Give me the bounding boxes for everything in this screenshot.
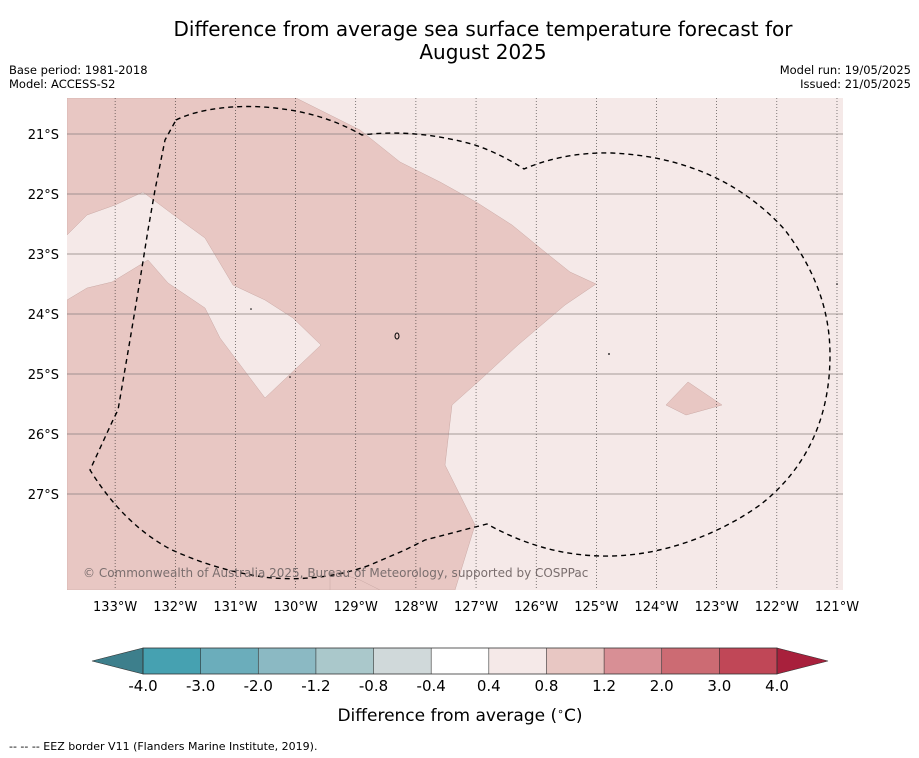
longitude-tick-label: 132°W [153, 600, 197, 615]
colorbar-segment [719, 648, 778, 674]
degree-symbol: ∘ [557, 705, 564, 718]
anomaly-region-east [665, 381, 723, 416]
latitude-tick-label: 27°S [28, 488, 59, 503]
colorbar-title: Difference from average (∘C) [337, 705, 582, 726]
colorbar-title-unit: C) [564, 706, 583, 726]
colorbar-tick-label: 0.8 [535, 677, 559, 695]
map-panel: © Commonwealth of Australia 2025, Bureau… [67, 98, 843, 590]
colorbar-segment [604, 648, 663, 674]
colorbar-tick-label: -0.8 [359, 677, 388, 695]
longitude-tick-label: 131°W [213, 600, 257, 615]
meta-right: Model run: 19/05/2025 Issued: 21/05/2025 [780, 63, 911, 91]
colorbar-segment [431, 648, 490, 674]
colorbar-segment [200, 648, 259, 674]
colorbar-tick-label: -0.4 [417, 677, 446, 695]
colorbar-segment [546, 648, 605, 674]
colorbar-segment [315, 648, 375, 674]
colorbar-segment [258, 648, 317, 674]
title-line-2: August 2025 [419, 40, 547, 64]
colorbar [91, 647, 829, 675]
latitude-tick-label: 24°S [28, 308, 59, 323]
latitude-tick-label: 25°S [28, 368, 59, 383]
longitude-tick-label: 133°W [93, 600, 137, 615]
model-run-text: Model run: 19/05/2025 [779, 63, 911, 77]
colorbar-tick-label: 2.0 [650, 677, 674, 695]
colorbar-under-arrow [91, 647, 144, 675]
island-marker [836, 283, 838, 285]
longitude-tick-label: 124°W [634, 600, 678, 615]
longitude-tick-label: 127°W [454, 600, 498, 615]
colorbar-segment [661, 648, 720, 674]
longitude-tick-label: 122°W [755, 600, 799, 615]
graticule [67, 98, 843, 590]
longitude-tick-label: 126°W [514, 600, 558, 615]
copyright-text: © Commonwealth of Australia 2025, Bureau… [83, 566, 588, 580]
latitude-tick-label: 22°S [28, 188, 59, 203]
colorbar-segment [488, 648, 547, 674]
base-period-text: Base period: 1981-2018 [9, 63, 148, 77]
anomaly-region-south [329, 569, 381, 590]
colorbar-frame [142, 647, 778, 675]
island-marker [608, 353, 610, 355]
colorbar-tick-label: 3.0 [707, 677, 731, 695]
colorbar-tick-label: 0.4 [477, 677, 501, 695]
latitude-tick-label: 26°S [28, 428, 59, 443]
colorbar-title-text: Difference from average ( [337, 706, 557, 726]
eez-border-line [89, 105, 831, 580]
colorbar-segment [373, 648, 432, 674]
colorbar-tick-labels: -4.0 -3.0 -2.0 -1.2 -0.8 -0.4 0.4 0.8 1.2 2.0 3.0 4… [128, 677, 789, 695]
longitude-tick-label: 125°W [574, 600, 618, 615]
longitude-tick-labels: 133°W 132°W 131°W 130°W 129°W 128°W 127°W 126°W… [93, 600, 859, 615]
model-text: Model: ACCESS-S2 [9, 77, 116, 91]
meta-left: Base period: 1981-2018 Model: ACCESS-S2 [9, 63, 148, 91]
latitude-tick-labels: 21°S 22°S 23°S 24°S 25°S 26°S 27°S [28, 128, 59, 503]
latitude-tick-label: 21°S [28, 128, 59, 143]
colorbar-tick-label: 1.2 [592, 677, 616, 695]
colorbar-tick-label: -4.0 [128, 677, 157, 695]
colorbar-tick-label: 4.0 [765, 677, 789, 695]
title-line-1: Difference from average sea surface temp… [173, 17, 793, 41]
eez-footnote: -- -- -- EEZ border V11 (Flanders Marine… [9, 740, 318, 753]
map-title: Difference from average sea surface temp… [0, 18, 919, 64]
longitude-tick-label: 129°W [334, 600, 378, 615]
longitude-tick-label: 130°W [274, 600, 318, 615]
issued-text: Issued: 21/05/2025 [800, 77, 911, 91]
island-marker [289, 376, 291, 378]
island-marker [394, 332, 400, 340]
longitude-tick-label: 128°W [394, 600, 438, 615]
longitude-tick-label: 123°W [695, 600, 739, 615]
colorbar-tick-label: -2.0 [244, 677, 273, 695]
colorbar-over-arrow [776, 647, 829, 675]
colorbar-segment [143, 648, 202, 674]
latitude-tick-label: 23°S [28, 248, 59, 263]
colorbar-tick-label: -1.2 [301, 677, 330, 695]
island-marker [250, 308, 252, 310]
longitude-tick-label: 121°W [815, 600, 859, 615]
colorbar-tick-label: -3.0 [186, 677, 215, 695]
